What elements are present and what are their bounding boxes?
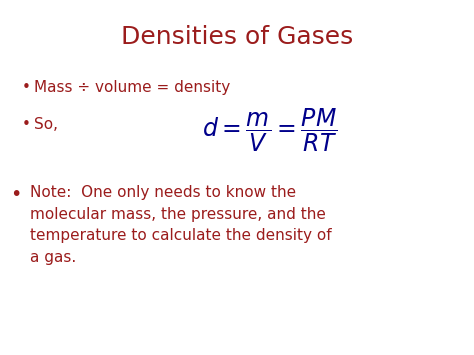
Text: Densities of Gases: Densities of Gases bbox=[121, 25, 353, 49]
Text: •: • bbox=[22, 117, 31, 132]
Text: Mass ÷ volume = density: Mass ÷ volume = density bbox=[34, 80, 230, 95]
Text: So,: So, bbox=[34, 117, 58, 132]
Text: $\mathit{d} = \dfrac{\mathit{m}}{\mathit{V}} = \dfrac{\mathit{PM}}{\mathit{RT}}$: $\mathit{d} = \dfrac{\mathit{m}}{\mathit… bbox=[202, 107, 338, 154]
Text: •: • bbox=[10, 185, 21, 204]
Text: Note:  One only needs to know the
molecular mass, the pressure, and the
temperat: Note: One only needs to know the molecul… bbox=[30, 185, 332, 265]
Text: •: • bbox=[22, 80, 31, 95]
